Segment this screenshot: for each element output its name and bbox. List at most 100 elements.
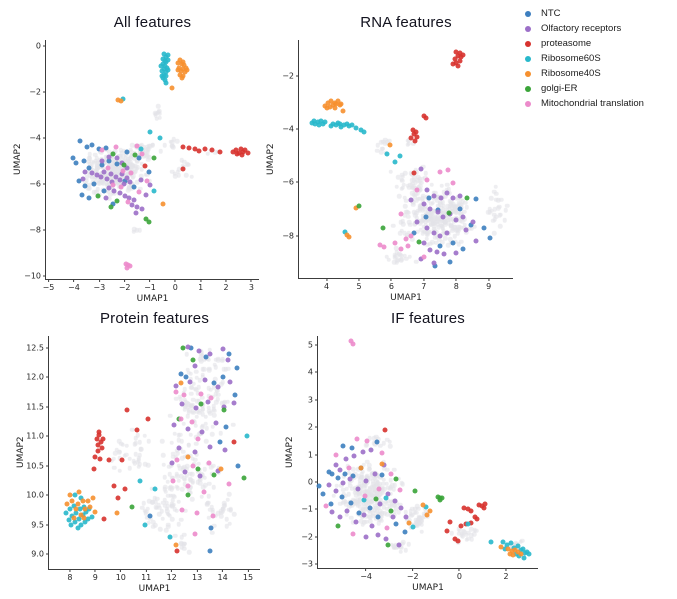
background-point (449, 203, 454, 208)
plot-area (49, 336, 260, 569)
background-point (409, 512, 415, 517)
data-point (72, 492, 78, 498)
background-point (400, 218, 406, 224)
data-point (521, 555, 526, 561)
background-point (420, 176, 426, 182)
background-point (156, 511, 162, 517)
background-point (440, 231, 445, 236)
data-point (80, 176, 86, 182)
data-point (205, 399, 211, 405)
data-point (508, 540, 514, 546)
data-point (353, 125, 359, 131)
data-point (380, 225, 386, 230)
background-point (193, 457, 198, 463)
background-point (340, 487, 346, 492)
background-point (168, 413, 173, 418)
background-point (367, 466, 372, 472)
data-point (376, 486, 382, 492)
background-point (364, 442, 370, 447)
data-point (388, 508, 394, 513)
background-point (95, 187, 100, 192)
background-point (175, 169, 181, 174)
data-point (199, 429, 205, 435)
data-point (406, 520, 412, 526)
background-point (118, 148, 124, 153)
data-point (209, 147, 215, 153)
x-tick: 8 (454, 278, 459, 291)
background-point (145, 146, 151, 152)
background-point (129, 427, 135, 432)
data-point (117, 177, 122, 182)
y-tick: 10.5 (26, 461, 49, 470)
background-point (402, 170, 408, 176)
data-point (125, 199, 131, 205)
data-point (363, 534, 369, 539)
data-point (121, 181, 127, 187)
background-point (104, 181, 110, 186)
background-point (444, 187, 449, 193)
background-point (104, 154, 109, 160)
background-point (431, 208, 437, 214)
background-point (188, 403, 194, 408)
data-point (208, 525, 214, 531)
data-point (115, 495, 121, 501)
background-point (431, 224, 437, 229)
data-point (75, 501, 80, 506)
background-point (186, 442, 191, 448)
background-point (359, 471, 364, 477)
data-point (106, 185, 112, 191)
data-point (180, 166, 186, 172)
data-point (338, 101, 344, 107)
y-tick: −2 (301, 532, 318, 541)
background-point (344, 512, 350, 517)
background-point (392, 482, 397, 488)
background-point (464, 537, 470, 543)
data-point (333, 488, 339, 494)
background-point (163, 489, 169, 494)
background-point (128, 147, 134, 152)
background-point (355, 499, 361, 505)
data-point (423, 115, 429, 121)
background-point (428, 209, 434, 215)
background-point (112, 148, 118, 154)
background-point (372, 503, 378, 509)
background-point (213, 364, 219, 370)
data-point (173, 542, 178, 548)
data-point (330, 102, 336, 108)
background-point (350, 498, 356, 503)
background-point (381, 440, 386, 446)
y-axis-label: UMAP2 (13, 143, 23, 176)
data-point (379, 461, 385, 467)
background-point (211, 406, 217, 412)
data-point (335, 475, 341, 481)
data-point (460, 52, 466, 58)
background-point (187, 485, 193, 491)
data-point (382, 427, 388, 433)
background-point (210, 510, 215, 515)
background-point (182, 481, 187, 487)
x-tick: 9 (486, 278, 491, 291)
background-point (418, 203, 424, 208)
background-point (182, 397, 188, 403)
background-point (344, 486, 350, 492)
background-point (455, 228, 461, 234)
data-point (101, 188, 107, 193)
background-point (169, 475, 175, 480)
data-point (143, 192, 149, 198)
background-point (429, 217, 435, 223)
background-point (377, 481, 383, 487)
background-point (176, 432, 182, 438)
data-point (192, 531, 198, 537)
background-point (358, 486, 364, 491)
background-point (174, 508, 179, 514)
background-point (334, 483, 339, 489)
data-point (316, 122, 322, 128)
background-point (171, 454, 176, 459)
data-point (398, 211, 404, 217)
background-point (206, 481, 212, 487)
background-point (494, 214, 499, 220)
background-point (146, 438, 152, 444)
background-point (423, 207, 428, 212)
background-point (503, 207, 508, 213)
background-point (445, 242, 451, 248)
